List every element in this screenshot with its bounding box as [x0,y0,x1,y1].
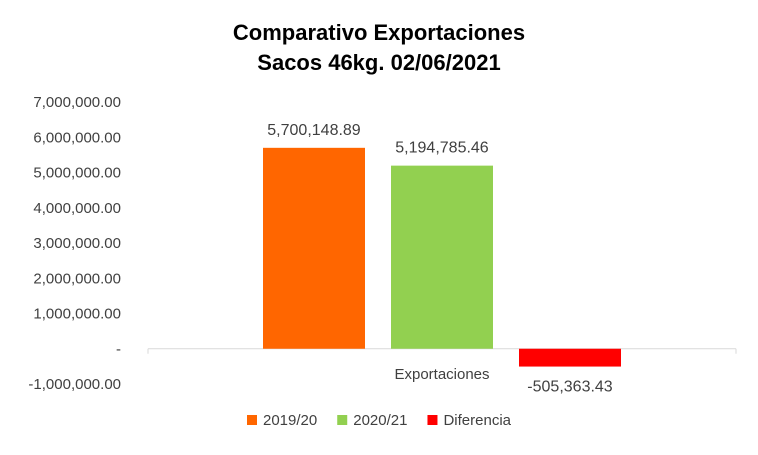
bar-diferencia [519,348,621,367]
data-labels: 5,700,148.89 5,194,785.46 -505,363.43 [267,122,613,396]
y-tick-label: 2,000,000.00 [33,270,121,287]
chart-title: Comparativo Exportaciones Sacos 46kg. 02… [233,20,525,75]
legend-swatch [247,415,257,425]
legend: 2019/20 2020/21 Diferencia [247,412,512,429]
legend-swatch [427,415,438,425]
legend-label: 2020/21 [353,412,407,429]
y-tick-label: 5,000,000.00 [33,165,121,182]
legend-label: 2019/20 [263,412,317,429]
legend-swatch [337,415,348,425]
y-tick-label: - [116,341,121,358]
y-tick-label: 4,000,000.00 [33,200,121,217]
legend-label: Diferencia [443,412,511,429]
y-axis: 7,000,000.00 6,000,000.00 5,000,000.00 4,00… [28,94,121,393]
data-label: -505,363.43 [527,379,613,396]
y-tick-label: 6,000,000.00 [33,129,121,146]
bar-2019-20 [263,147,365,349]
x-axis: Exportaciones [147,348,737,383]
x-category-label: Exportaciones [394,366,489,383]
chart-title-line-2: Sacos 46kg. 02/06/2021 [257,50,500,75]
chart-title-line-1: Comparativo Exportaciones [233,20,525,45]
bars [263,147,621,367]
y-tick-label: 3,000,000.00 [33,235,121,252]
y-tick-label: 7,000,000.00 [33,94,121,111]
data-label: 5,700,148.89 [267,122,361,139]
y-tick-label: 1,000,000.00 [33,306,121,323]
bar-2020-21 [391,165,493,349]
data-label: 5,194,785.46 [395,140,489,157]
y-tick-label: -1,000,000.00 [28,376,121,393]
